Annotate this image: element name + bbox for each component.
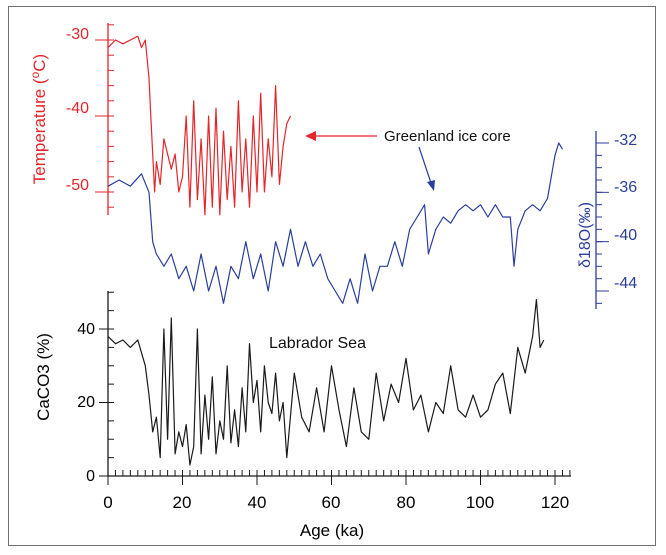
temperature-axis-label-main: Temperature ( [30,78,49,184]
d18o-tick-label: -36 [614,179,637,196]
greenland-ice-core-label: Greenland ice core [384,128,511,145]
temperature-tick-label: -50 [66,177,89,194]
d18o-tick-label: -40 [614,227,637,244]
age-tick-label: 80 [397,493,416,512]
d18o-tick-label: -44 [614,275,637,292]
caco3-axis-label: CaCO3 (%) [34,333,53,421]
age-tick-label: 120 [541,493,569,512]
caco3-tick-label: 20 [77,394,95,411]
temperature-tick-label: -30 [66,26,89,43]
figure-frame: -30 -40 -50 Temperature (oC) -32 -36 -40… [8,6,656,546]
age-tick-label: 40 [248,493,267,512]
age-tick-label: 0 [103,493,112,512]
labrador-sea-label: Labrador Sea [269,335,366,352]
d18o-series-line [107,142,564,304]
annotation-arrow [418,146,432,184]
age-tick-label: 20 [173,493,192,512]
temperature-series-line [107,35,292,216]
temperature-axis-label-sup: o [28,71,42,78]
d18o-minor-ticks [596,142,602,304]
d18o-major-ticks [596,142,609,292]
temperature-axis-label-unit: C) [30,54,49,72]
age-axis-label: Age (ka) [300,521,364,540]
age-tick-label: 60 [322,493,341,512]
paleoclimate-chart: -30 -40 -50 Temperature (oC) -32 -36 -40… [28,23,637,540]
temperature-axis-label: Temperature (oC) [28,54,49,184]
temperature-axis: -30 -40 -50 Temperature (oC) [28,23,114,215]
caco3-tick-label: 0 [86,468,95,485]
d18o-axis-label: δ18O(‰) [577,202,594,268]
caco3-axes: 0 20 40 CaCO3 (%) 0 20 40 60 80 100 120 … [34,291,571,540]
age-major-ticks [107,476,556,485]
d18o-axis: -32 -36 -40 -44 δ18O(‰) [577,131,637,309]
temperature-minor-ticks [108,24,114,208]
age-minor-ticks [107,470,571,476]
temperature-tick-label: -40 [66,100,89,117]
annotation-arrowhead [305,131,316,141]
temperature-major-ticks [95,39,108,193]
caco3-tick-label: 40 [77,321,95,338]
caco3-major-ticks [99,328,108,477]
d18o-tick-label: -32 [614,132,637,149]
caco3-minor-ticks [108,291,114,477]
greenland-annotation: Greenland ice core [305,128,511,191]
annotation-arrowhead [427,180,435,191]
caco3-series-line [107,299,545,466]
age-tick-label: 100 [466,493,494,512]
